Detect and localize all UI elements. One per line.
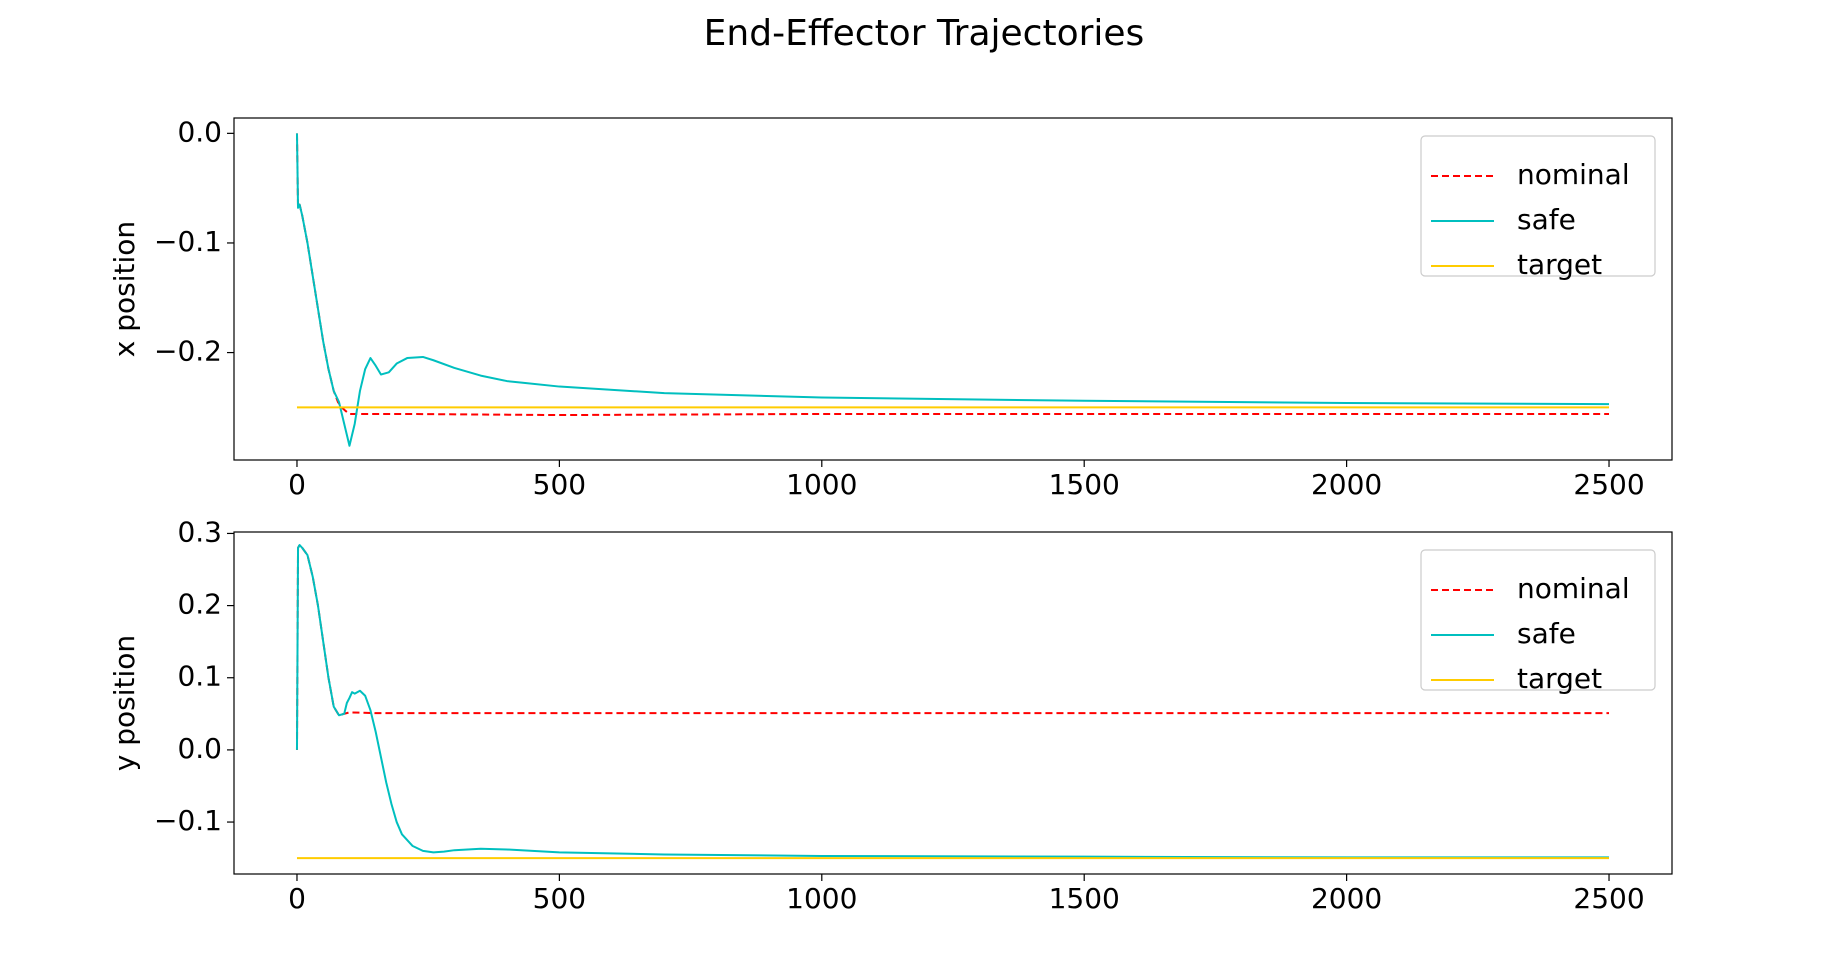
x-tick-label: 2000 — [1311, 468, 1382, 501]
x-tick-label: 1500 — [1049, 468, 1120, 501]
x-tick-label: 2500 — [1573, 882, 1644, 915]
x-tick-label: 0 — [288, 882, 306, 915]
x-tick-label: 0 — [288, 468, 306, 501]
x-tick-label: 2000 — [1311, 882, 1382, 915]
figure-title: End-Effector Trajectories — [704, 13, 1145, 54]
legend-label-safe: safe — [1517, 203, 1576, 236]
y-tick-label: 0.0 — [177, 732, 222, 765]
legend-label-safe: safe — [1517, 617, 1576, 650]
y-axis-label: y position — [108, 635, 141, 771]
y-tick-label: 0.2 — [177, 588, 222, 621]
y-tick-label: 0.0 — [177, 115, 222, 148]
x-tick-label: 500 — [533, 882, 586, 915]
series-line-nominal — [295, 543, 1610, 750]
subplot-x-position: 0 500 1000 1500 2000 2500 0.0 −0.1 −0.2 x positio… — [108, 115, 1673, 501]
series-line-safe — [295, 133, 1610, 447]
legend-box — [1420, 135, 1656, 277]
x-tick-label: 1000 — [786, 882, 857, 915]
y-axis-label: x position — [108, 221, 141, 357]
legend-label-target: target — [1517, 248, 1602, 281]
axes-frame — [233, 531, 1673, 875]
subplot-y-position: 0 500 1000 1500 2000 2500 0.3 0.2 0.1 0.0 −0.1 y po… — [108, 515, 1673, 915]
legend-label-nominal: nominal — [1517, 158, 1630, 191]
y-tick-label: −0.2 — [154, 335, 222, 368]
x-tick-label: 1000 — [786, 468, 857, 501]
series-line-nominal — [295, 133, 1610, 417]
legend-label-target: target — [1517, 662, 1602, 695]
legend-label-nominal: nominal — [1517, 572, 1630, 605]
x-tick-label: 2500 — [1573, 468, 1644, 501]
y-tick-label: 0.1 — [177, 660, 222, 693]
y-tick-label: −0.1 — [154, 804, 222, 837]
x-tick-label: 500 — [533, 468, 586, 501]
series-line-safe — [295, 543, 1610, 859]
legend-box — [1420, 549, 1656, 691]
axes-frame — [233, 117, 1673, 461]
y-tick-label: −0.1 — [154, 225, 222, 258]
x-tick-label: 1500 — [1049, 882, 1120, 915]
y-tick-label: 0.3 — [177, 515, 222, 548]
